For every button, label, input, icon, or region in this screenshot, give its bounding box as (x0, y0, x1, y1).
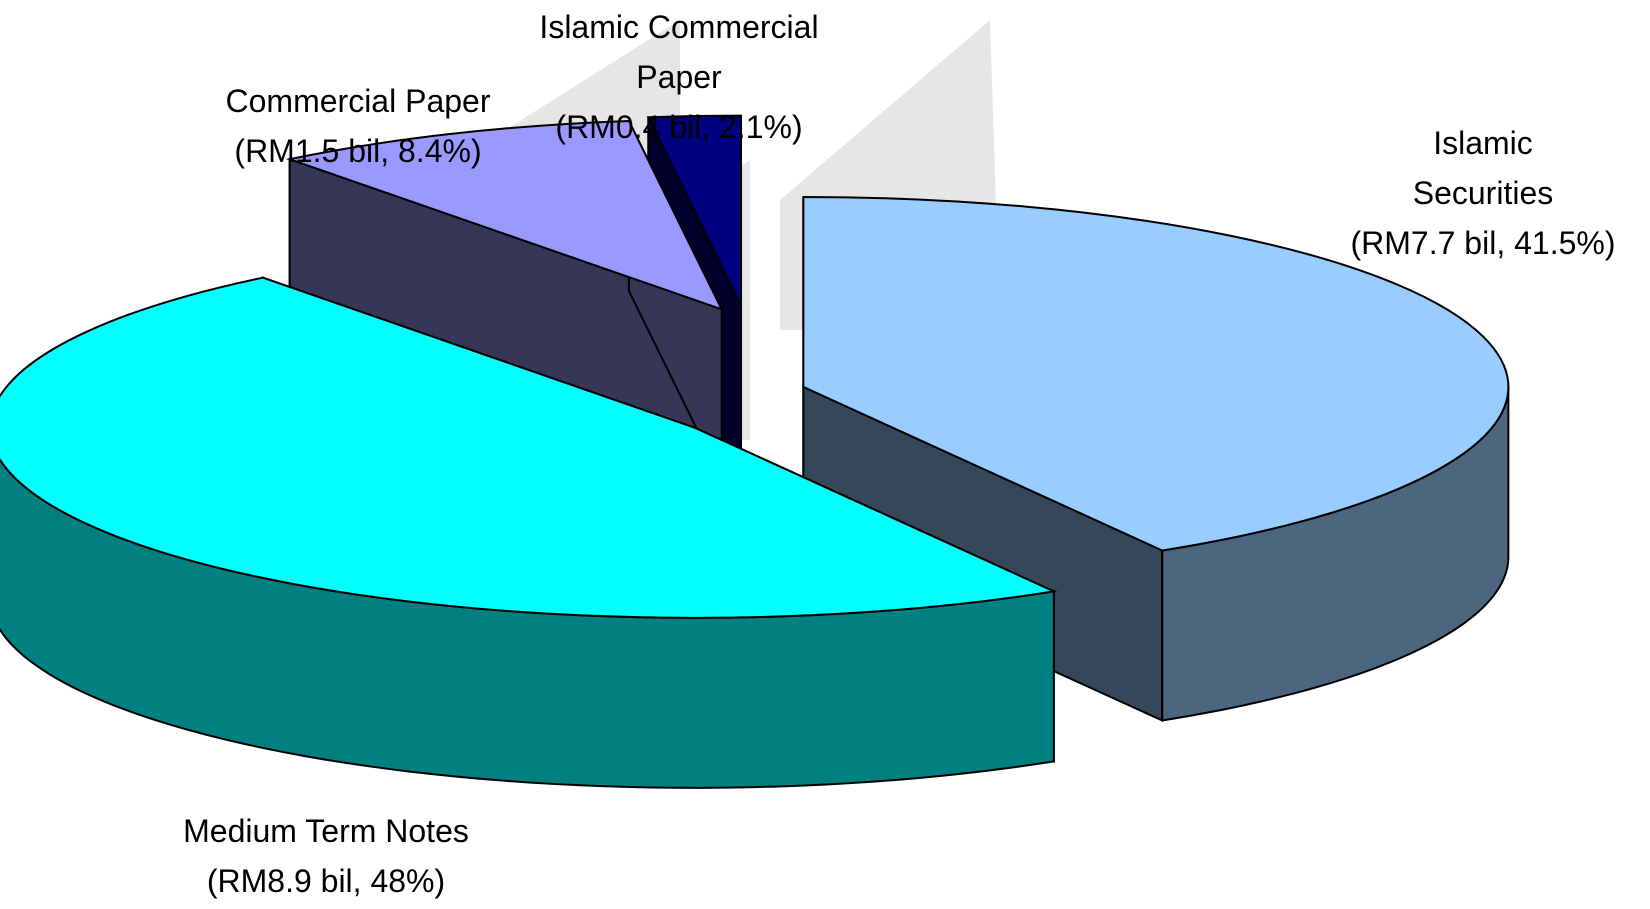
label: Islamic Securities (RM7.7 bil, 41.5%) (1351, 118, 1616, 268)
slice (0, 276, 1058, 789)
slice-top (646, 114, 743, 307)
label-value: (RM8.9 bil, 48%) (206, 863, 446, 899)
label: Islamic Commercial Paper (RM0.4 bil, 2.1… (519, 2, 839, 152)
pie (0, 114, 1510, 789)
label-value: (RM0.4 bil, 2.1%) (555, 109, 803, 145)
slice-top (802, 195, 1510, 552)
label-name: Islamic Commercial Paper (539, 9, 819, 95)
slice-top (285, 119, 724, 312)
label-name: Islamic Securities (1412, 125, 1554, 211)
label-name: Commercial Paper (225, 83, 491, 119)
label-value: (RM1.5 bil, 8.4%) (234, 133, 482, 169)
label: Commercial Paper (RM1.5 bil, 8.4%) (226, 76, 491, 176)
label-value: (RM7.7 bil, 41.5%) (1350, 225, 1616, 261)
label: Medium Term Notes (RM8.9 bil, 48%) (183, 806, 469, 906)
slice (802, 195, 1510, 723)
label-name: Medium Term Notes (183, 813, 469, 849)
slice-top (0, 276, 1058, 619)
